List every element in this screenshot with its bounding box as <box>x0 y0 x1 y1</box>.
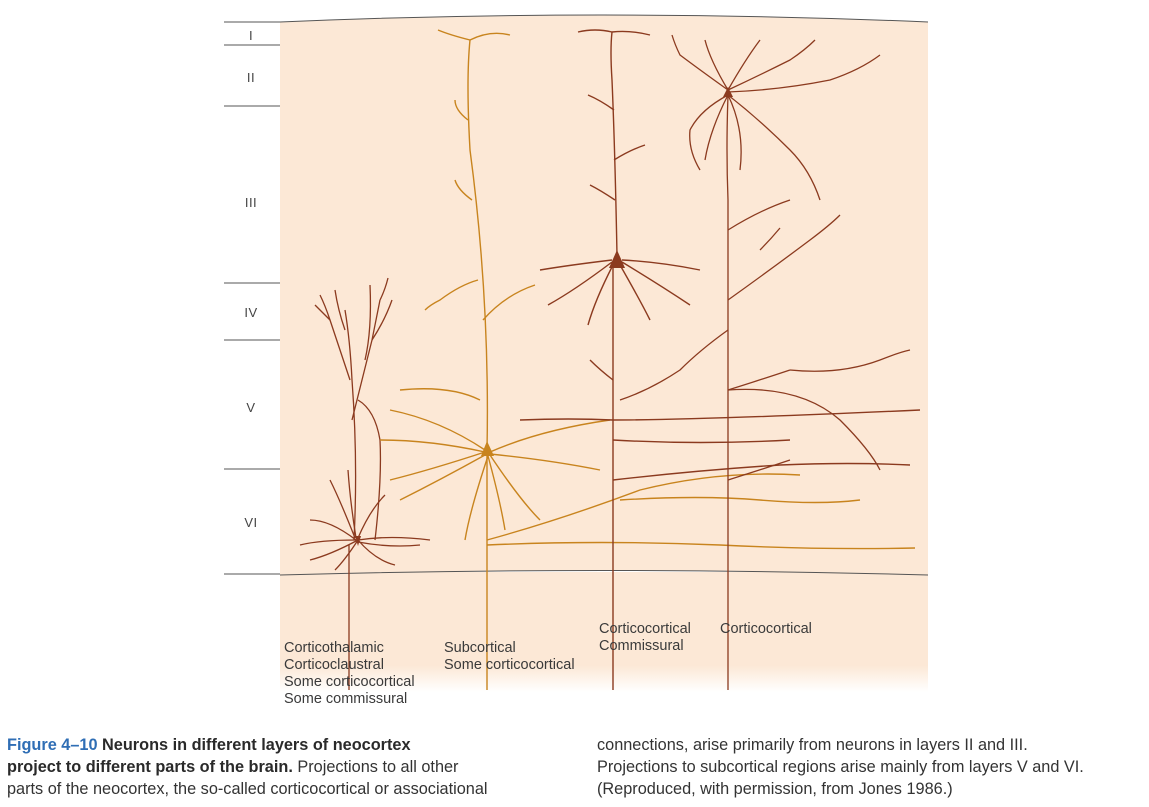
neuron-label-line: Some commissural <box>284 691 408 707</box>
caption-right-line-3: (Reproduced, with permission, from Jones… <box>597 780 953 798</box>
layer-label-v: V <box>246 400 256 415</box>
white-matter-line <box>279 570 929 576</box>
figure-title-line-1: Neurons in different layers of neocortex <box>102 736 411 754</box>
neuron-label-corticocortical: Corticocortical <box>720 621 812 638</box>
neuron-label-corticothalamic: Corticothalamic Corticoclaustral Some co… <box>284 640 415 708</box>
neuron-label-line: Some corticocortical <box>284 674 415 690</box>
neuron-label-line: Corticocortical <box>599 621 691 637</box>
neuron-label-subcortical: Subcortical Some corticocortical <box>444 640 575 674</box>
neuron-corticocortical-commissural <box>519 29 921 690</box>
caption-line-2: project to different parts of the brain.… <box>7 756 567 778</box>
soma-corticocortical <box>723 87 733 97</box>
soma-corticocortical-commissural <box>609 250 625 268</box>
neuron-illustration <box>224 14 929 692</box>
layer-label-i: I <box>248 28 254 43</box>
caption-line-3: parts of the neocortex, the so-called co… <box>7 780 488 798</box>
neocortex-figure: I II III IV V VI Corticothalamic Cortico… <box>224 14 929 708</box>
pial-surface-line <box>279 14 929 23</box>
neuron-label-line: Subcortical <box>444 640 516 656</box>
caption-right-line-2: Projections to subcortical regions arise… <box>597 758 1084 776</box>
layer-label-iii: III <box>244 195 258 210</box>
caption-text-2: Projections to all other <box>292 758 459 776</box>
neuron-corticothalamic <box>299 277 431 690</box>
soma-corticothalamic <box>355 536 361 546</box>
neuron-label-line: Corticothalamic <box>284 640 384 656</box>
neuron-subcortical <box>379 29 916 690</box>
white-matter-fade <box>280 572 928 692</box>
layer-label-iv: IV <box>244 305 258 320</box>
neuron-label-line: Some corticocortical <box>444 657 575 673</box>
cortex-background <box>280 15 928 575</box>
caption-line-1: Figure 4–10 Neurons in different layers … <box>7 734 567 756</box>
neuron-label-corticocortical-commissural: Corticocortical Commissural <box>599 621 691 655</box>
neuron-label-line: Corticocortical <box>720 621 812 637</box>
layer-boundaries <box>224 21 280 575</box>
figure-title-line-2: project to different parts of the brain. <box>7 758 293 776</box>
figure-caption-right: connections, arise primarily from neuron… <box>597 734 1149 800</box>
soma-subcortical <box>481 441 494 456</box>
neuron-label-line: Corticoclaustral <box>284 657 384 673</box>
layer-label-ii: II <box>246 70 256 85</box>
figure-caption-left: Figure 4–10 Neurons in different layers … <box>7 734 567 800</box>
figure-number: Figure 4–10 <box>7 736 98 754</box>
layer-label-vi: VI <box>244 515 258 530</box>
neuron-label-line: Commissural <box>599 638 684 654</box>
caption-right-line-1: connections, arise primarily from neuron… <box>597 736 1028 754</box>
neuron-corticocortical <box>619 34 911 690</box>
